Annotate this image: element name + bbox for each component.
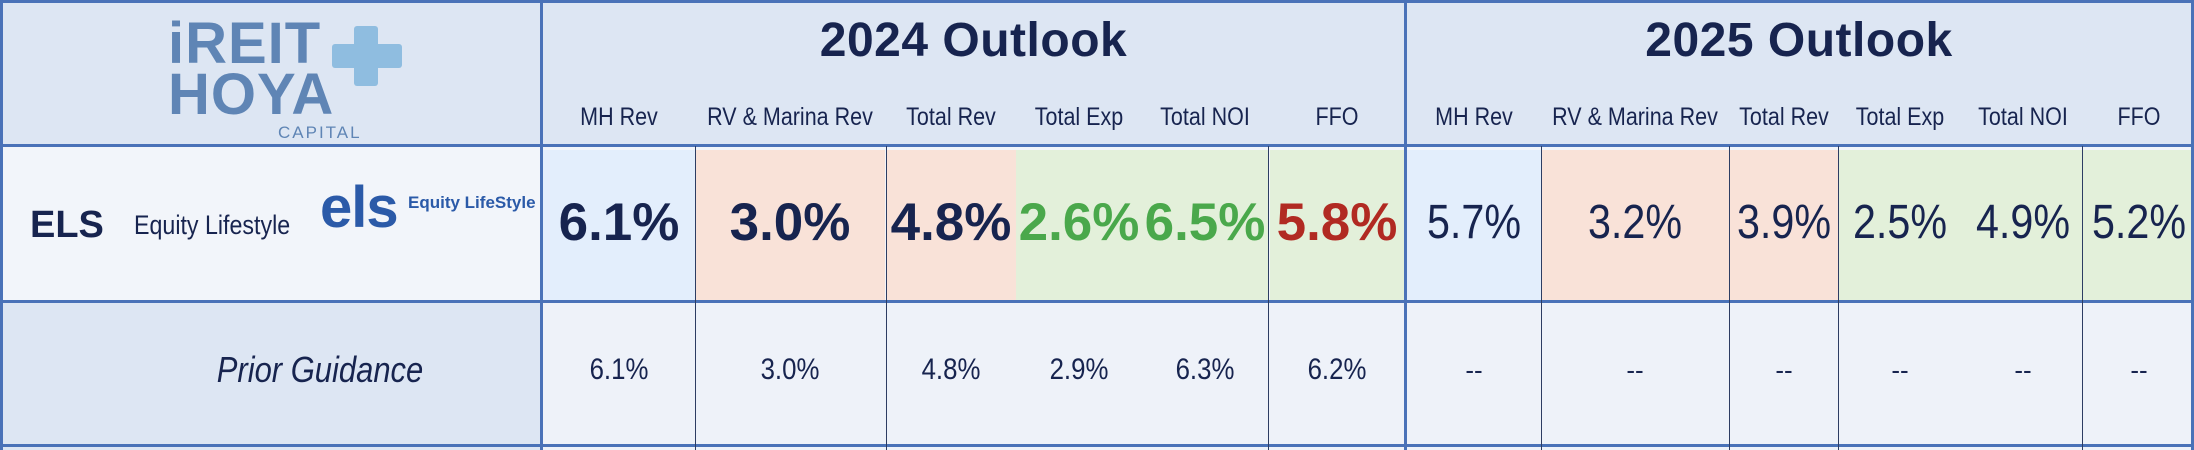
els-2025-rv-marina-rev: 3.2% (1587, 195, 1683, 249)
row-divider-7 (2082, 146, 2083, 450)
els-2024-ffo: 5.8% (1276, 192, 1398, 252)
ireit-hoya-logo: iREIT HOYA CAPITAL (150, 10, 420, 142)
row-divider-2 (886, 146, 887, 450)
ticker-els: ELS (30, 203, 104, 246)
grid-line-label-column (540, 0, 543, 450)
col-header-2024-ffo: FFO (1315, 102, 1359, 131)
prior-2024-total-rev: 4.8% (921, 353, 981, 386)
col-header-2025-mh-rev: MH Rev (1435, 102, 1513, 131)
grid-line-right-edge (2191, 0, 2194, 450)
grid-line-bottom (0, 444, 2194, 447)
logo-line1: iREIT (168, 10, 322, 76)
cell-bg-2025-total-rev (1730, 150, 1838, 300)
els-company-logo: els Equity LifeStyle (320, 172, 542, 242)
col-header-2025-total-noi: Total NOI (1978, 102, 2068, 131)
col-header-2025-ffo: FFO (2117, 102, 2161, 131)
row-divider-3 (1268, 146, 1269, 450)
col-header-2025-total-rev: Total Rev (1739, 102, 1829, 131)
els-2024-total-rev: 4.8% (890, 192, 1012, 252)
col-header-2025-rv-marina-rev: RV & Marina Rev (1552, 102, 1718, 131)
prior-label-background (0, 302, 542, 450)
col-header-2024-rv-marina-rev: RV & Marina Rev (707, 102, 873, 131)
row-divider-6 (1838, 146, 1839, 450)
prior-2024-rv-marina-rev: 3.0% (760, 353, 820, 386)
cell-bg-2024-ffo (1270, 150, 1404, 300)
els-2024-total-exp: 2.6% (1018, 192, 1140, 252)
cell-bg-2025-exp-noi (1838, 150, 2084, 300)
row-divider-1 (695, 146, 696, 450)
els-2024-rv-marina-rev: 3.0% (729, 192, 851, 252)
row-divider-4 (1541, 146, 1542, 450)
logo-line3: CAPITAL (278, 123, 362, 142)
prior-guidance-label: Prior Guidance (216, 349, 424, 390)
prior-2024-mh-rev: 6.1% (589, 353, 649, 386)
cell-bg-2024-total-rev (886, 150, 1016, 300)
els-2024-mh-rev: 6.1% (558, 192, 680, 252)
title-2024-outlook: 2024 Outlook (819, 13, 1128, 67)
prior-2025-total-noi: -- (2014, 354, 2032, 385)
cell-bg-2025-rv-rev (1541, 150, 1729, 300)
cell-bg-2024-exp-noi (1016, 150, 1268, 300)
col-header-2024-total-rev: Total Rev (906, 102, 996, 131)
prior-2024-ffo: 6.2% (1307, 353, 1367, 386)
els-2025-total-exp: 2.5% (1852, 195, 1948, 249)
els-2025-ffo: 5.2% (2091, 195, 2187, 249)
grid-line-top (0, 0, 2194, 3)
col-header-2024-total-exp: Total Exp (1034, 102, 1124, 131)
prior-2025-rv-marina-rev: -- (1626, 354, 1644, 385)
els-logo-mark: els (320, 174, 399, 240)
company-name: Equity Lifestyle (134, 209, 291, 240)
prior-2024-total-noi: 6.3% (1175, 353, 1235, 386)
prior-2024-total-exp: 2.9% (1049, 353, 1109, 386)
col-header-2024-total-noi: Total NOI (1160, 102, 1250, 131)
els-2025-total-noi: 4.9% (1975, 195, 2071, 249)
prior-2025-mh-rev: -- (1465, 354, 1483, 385)
els-2025-total-rev: 3.9% (1736, 195, 1832, 249)
grid-line-row-divider (0, 300, 2194, 303)
els-2025-mh-rev: 5.7% (1426, 195, 1522, 249)
els-logo-name: Equity LifeStyle (408, 193, 536, 212)
row-divider-5 (1729, 146, 1730, 450)
logo-line2: HOYA (168, 61, 335, 127)
cell-bg-2025-mh-rev (1407, 150, 1541, 300)
prior-2025-ffo: -- (2130, 354, 2148, 385)
cell-bg-2024-rv-rev (695, 150, 885, 300)
logo-cross-icon (332, 26, 402, 86)
grid-line-year-divider (1404, 0, 1407, 450)
cell-bg-2024-mh-rev (543, 150, 695, 300)
title-2025-outlook: 2025 Outlook (1645, 13, 1953, 67)
prior-2025-total-exp: -- (1891, 354, 1909, 385)
els-2024-total-noi: 6.5% (1144, 192, 1266, 252)
grid-line-header-bottom (0, 144, 2194, 147)
col-header-2024-mh-rev: MH Rev (580, 102, 658, 131)
cell-bg-2025-ffo (2084, 150, 2194, 300)
grid-line-left-edge (0, 0, 3, 450)
col-header-2025-total-exp: Total Exp (1855, 102, 1945, 131)
prior-2025-total-rev: -- (1775, 354, 1793, 385)
